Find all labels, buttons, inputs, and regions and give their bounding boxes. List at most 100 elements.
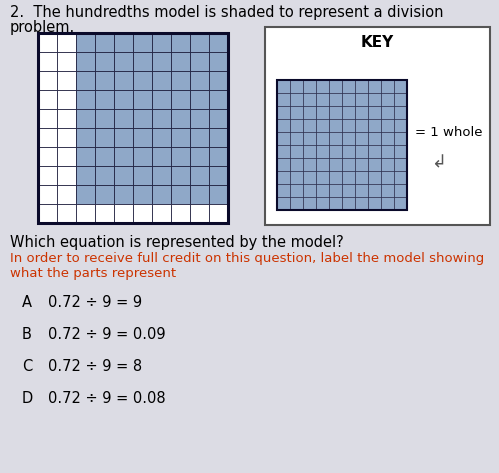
Bar	[290, 184, 303, 197]
Bar	[368, 93, 381, 106]
Bar	[303, 184, 316, 197]
Bar	[171, 52, 190, 71]
Bar	[152, 33, 171, 52]
Text: Which equation is represented by the model?: Which equation is represented by the mod…	[10, 235, 344, 250]
Bar	[190, 204, 209, 223]
Text: 0.72 ÷ 9 = 8: 0.72 ÷ 9 = 8	[48, 359, 142, 374]
Bar	[277, 184, 290, 197]
Bar	[290, 171, 303, 184]
Bar	[303, 119, 316, 132]
Bar	[152, 71, 171, 90]
Text: 0.72 ÷ 9 = 0.08: 0.72 ÷ 9 = 0.08	[48, 391, 166, 406]
Bar	[355, 132, 368, 145]
Bar	[209, 33, 228, 52]
Bar	[316, 93, 329, 106]
Bar	[381, 171, 394, 184]
Bar	[114, 109, 133, 128]
Bar	[209, 71, 228, 90]
Bar	[265, 27, 490, 225]
Bar	[190, 71, 209, 90]
Bar	[303, 106, 316, 119]
Bar	[316, 145, 329, 158]
Bar	[394, 197, 407, 210]
Bar	[342, 145, 355, 158]
Bar	[355, 80, 368, 93]
Text: B: B	[22, 327, 32, 342]
Bar	[76, 90, 95, 109]
Bar	[133, 109, 152, 128]
Bar	[133, 204, 152, 223]
Bar	[316, 158, 329, 171]
Bar	[329, 106, 342, 119]
Bar	[95, 128, 114, 147]
Bar	[114, 147, 133, 166]
Bar	[290, 119, 303, 132]
Bar	[342, 106, 355, 119]
Bar	[394, 145, 407, 158]
Bar	[76, 166, 95, 185]
Bar	[76, 71, 95, 90]
Bar	[342, 93, 355, 106]
Bar	[381, 106, 394, 119]
Bar	[290, 93, 303, 106]
Bar	[171, 71, 190, 90]
Text: D: D	[22, 391, 33, 406]
Bar	[368, 80, 381, 93]
Bar	[342, 119, 355, 132]
Bar	[277, 106, 290, 119]
Bar	[381, 184, 394, 197]
Bar	[38, 128, 57, 147]
Bar	[381, 93, 394, 106]
Bar	[329, 197, 342, 210]
Bar	[209, 128, 228, 147]
Bar	[209, 185, 228, 204]
Bar	[277, 119, 290, 132]
Bar	[152, 166, 171, 185]
Bar	[329, 171, 342, 184]
Bar	[76, 109, 95, 128]
Bar	[277, 197, 290, 210]
Bar	[355, 197, 368, 210]
Bar	[57, 147, 76, 166]
Bar	[114, 90, 133, 109]
Bar	[95, 109, 114, 128]
Bar	[277, 145, 290, 158]
Bar	[329, 93, 342, 106]
Bar	[368, 171, 381, 184]
Bar	[355, 158, 368, 171]
Bar	[394, 171, 407, 184]
Bar	[38, 109, 57, 128]
Bar	[342, 158, 355, 171]
Bar	[381, 145, 394, 158]
Bar	[381, 80, 394, 93]
Bar	[114, 33, 133, 52]
Bar	[133, 166, 152, 185]
Bar	[38, 147, 57, 166]
Bar	[316, 184, 329, 197]
Bar	[95, 147, 114, 166]
Bar	[368, 197, 381, 210]
Bar	[316, 171, 329, 184]
Bar	[76, 33, 95, 52]
Text: 2.  The hundredths model is shaded to represent a division: 2. The hundredths model is shaded to rep…	[10, 5, 444, 20]
Bar	[171, 33, 190, 52]
Bar	[342, 132, 355, 145]
Bar	[152, 109, 171, 128]
Bar	[303, 145, 316, 158]
Bar	[38, 71, 57, 90]
Bar	[209, 109, 228, 128]
Bar	[329, 132, 342, 145]
Bar	[114, 52, 133, 71]
Text: KEY: KEY	[361, 35, 394, 50]
Bar	[171, 90, 190, 109]
Bar	[95, 33, 114, 52]
Bar	[209, 90, 228, 109]
Bar	[152, 204, 171, 223]
Bar	[114, 166, 133, 185]
Bar	[38, 185, 57, 204]
Bar	[95, 204, 114, 223]
Bar	[290, 80, 303, 93]
Bar	[76, 204, 95, 223]
Bar	[95, 90, 114, 109]
Text: ↱: ↱	[425, 148, 440, 166]
